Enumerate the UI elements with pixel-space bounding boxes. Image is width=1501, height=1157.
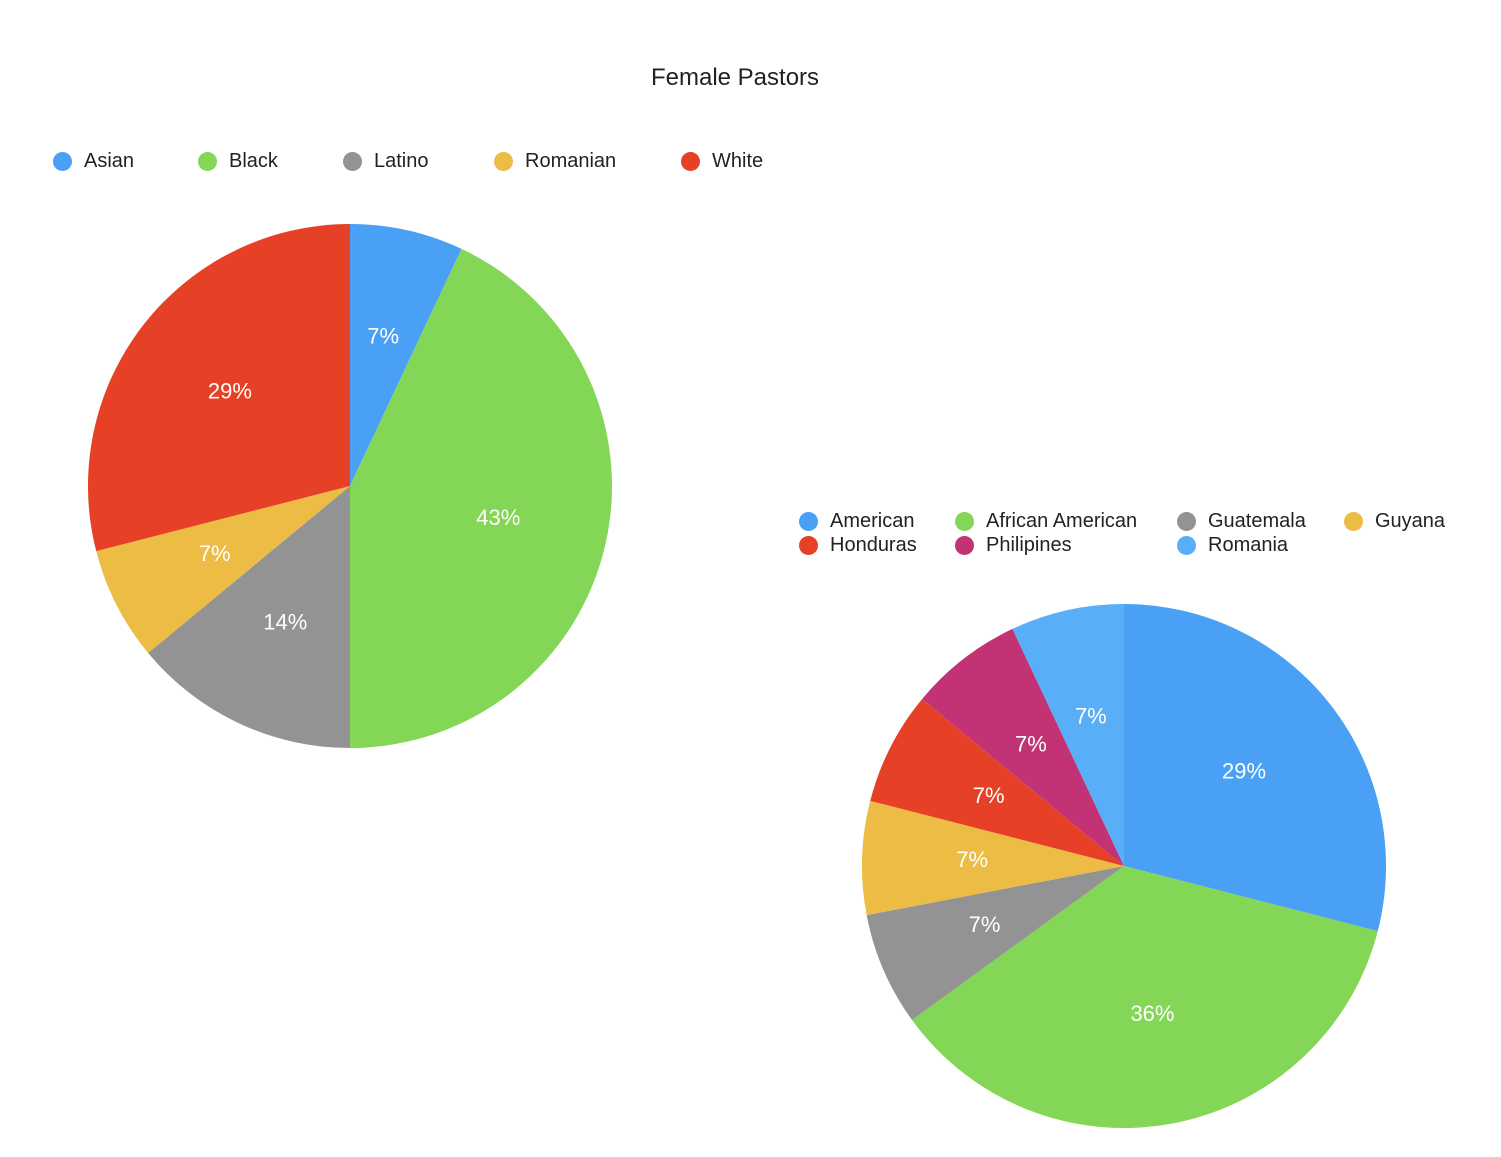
pie1-slice-white: [87, 224, 350, 552]
legend-label: Guyana: [1375, 510, 1446, 532]
legend1-item-romanian: Romanian: [494, 150, 616, 173]
pie2-label-philipines: 7%: [1015, 732, 1047, 757]
pie2-slice-guyana: [862, 800, 1124, 916]
pie2-label-american: 29%: [1222, 759, 1266, 784]
legend-label: Philipines: [986, 534, 1072, 556]
legend2-item-african-american: African American: [955, 510, 1137, 533]
pie1-label-romanian: 7%: [199, 541, 231, 566]
legend-label: Guatemala: [1208, 510, 1306, 532]
chart-title: Female Pastors: [650, 64, 820, 91]
legend1-item-latino: Latino: [343, 150, 429, 173]
legend2-item-guatemala: Guatemala: [1177, 510, 1306, 533]
legend-swatch: [1177, 536, 1196, 555]
pie2-slice-romania: [1012, 604, 1124, 866]
legend-swatch: [1177, 512, 1196, 531]
legend-swatch: [53, 152, 72, 171]
legend-swatch: [198, 152, 217, 171]
legend2-item-guyana: Guyana: [1344, 510, 1445, 533]
legend-swatch: [494, 152, 513, 171]
pie2-slice-philipines: [922, 628, 1124, 866]
pie2-label-honduras: 7%: [973, 783, 1005, 808]
pie1-slice-latino: [148, 486, 350, 748]
legend1-item-asian: Asian: [53, 150, 134, 173]
pie2-slice-honduras: [870, 698, 1124, 866]
legend-label: Latino: [374, 150, 429, 172]
legend1-item-white: White: [681, 150, 763, 173]
pie1-label-white: 29%: [208, 379, 252, 404]
pie2-slice-african-american: [912, 866, 1378, 1129]
legend-swatch: [1344, 512, 1363, 531]
legend2-item-philipines: Philipines: [955, 534, 1072, 557]
legend-swatch: [955, 536, 974, 555]
legend2-item-romania: Romania: [1177, 534, 1288, 557]
legend2-item-american: American: [799, 510, 914, 533]
pie2-slice-guatemala: [866, 866, 1124, 1020]
pie2-label-african-american: 36%: [1130, 1001, 1174, 1026]
legend-label: Romanian: [525, 150, 617, 172]
legend-swatch: [955, 512, 974, 531]
pie2-label-guyana: 7%: [956, 847, 988, 872]
legend-swatch: [343, 152, 362, 171]
pie1-label-black: 43%: [476, 505, 520, 530]
legend-label: White: [712, 150, 764, 172]
legend-label: Romania: [1208, 534, 1289, 556]
legend2-item-honduras: Honduras: [799, 534, 917, 557]
legend-label: Black: [229, 150, 278, 172]
legend-label: African American: [986, 510, 1138, 532]
legend1-item-black: Black: [198, 150, 278, 173]
legend-label: Asian: [84, 150, 135, 172]
legend-swatch: [799, 512, 818, 531]
legend-label: American: [830, 510, 915, 532]
pie1-label-latino: 14%: [263, 609, 307, 634]
pie1-slice-black: [350, 248, 613, 749]
legend-swatch: [681, 152, 700, 171]
pie1-slice-romanian: [96, 486, 351, 654]
pie1-label-asian: 7%: [367, 324, 399, 349]
legend-label: Honduras: [830, 534, 917, 556]
pie1-slice-asian: [350, 224, 462, 486]
pie2-label-guatemala: 7%: [969, 912, 1001, 937]
legend-swatch: [799, 536, 818, 555]
pie2-label-romania: 7%: [1075, 704, 1107, 729]
pie2-slice-american: [1124, 604, 1386, 932]
